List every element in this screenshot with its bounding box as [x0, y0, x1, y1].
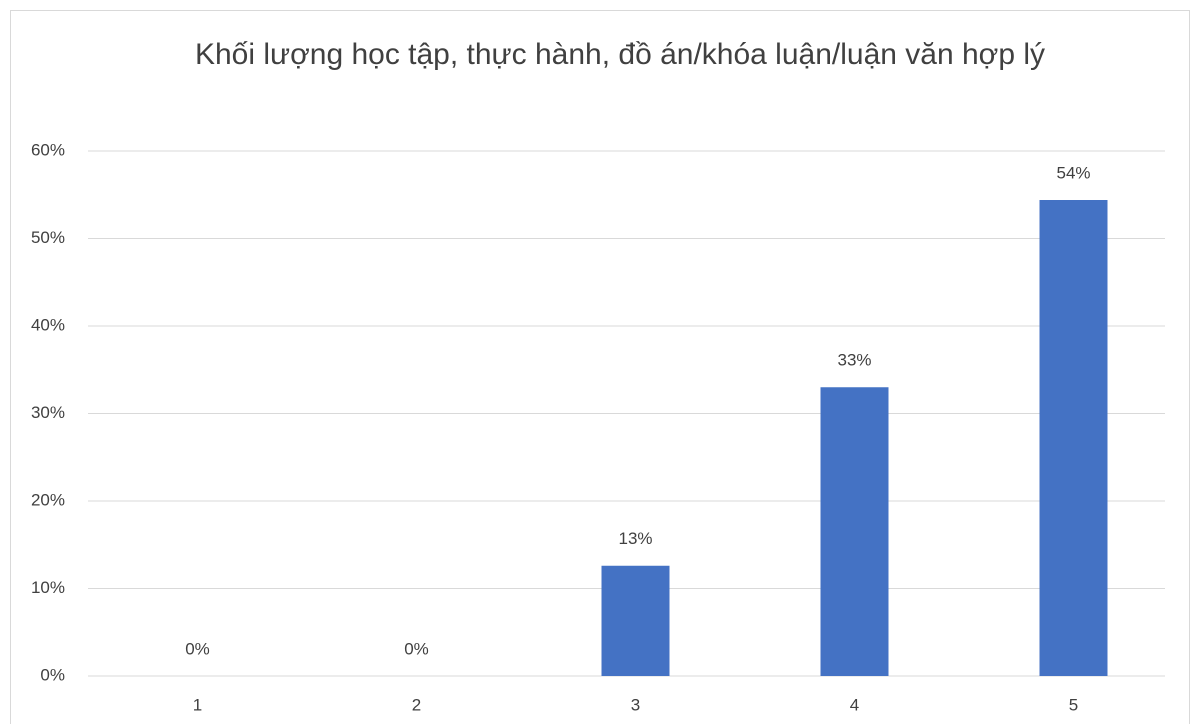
y-tick-label: 40% — [31, 315, 65, 334]
y-tick-label: 30% — [31, 403, 65, 422]
data-label: 33% — [837, 351, 871, 370]
y-tick-label: 20% — [31, 490, 65, 509]
data-label: 13% — [618, 529, 652, 548]
y-tick-label: 0% — [40, 665, 65, 684]
bar — [601, 565, 670, 676]
y-tick-label: 10% — [31, 578, 65, 597]
y-tick-label: 50% — [31, 228, 65, 247]
chart-frame — [10, 10, 1190, 724]
bar — [820, 387, 889, 676]
data-label: 0% — [185, 639, 210, 658]
y-tick-label: 60% — [31, 140, 65, 159]
x-tick-label: 5 — [1069, 695, 1078, 714]
x-tick-label: 1 — [193, 695, 202, 714]
bar — [1039, 200, 1108, 676]
data-label: 54% — [1056, 163, 1090, 182]
x-tick-label: 4 — [850, 695, 859, 714]
chart-title: Khối lượng học tập, thực hành, đồ án/khó… — [194, 38, 1046, 71]
x-tick-label: 2 — [412, 695, 421, 714]
data-label: 0% — [404, 639, 429, 658]
x-tick-label: 3 — [631, 695, 640, 714]
